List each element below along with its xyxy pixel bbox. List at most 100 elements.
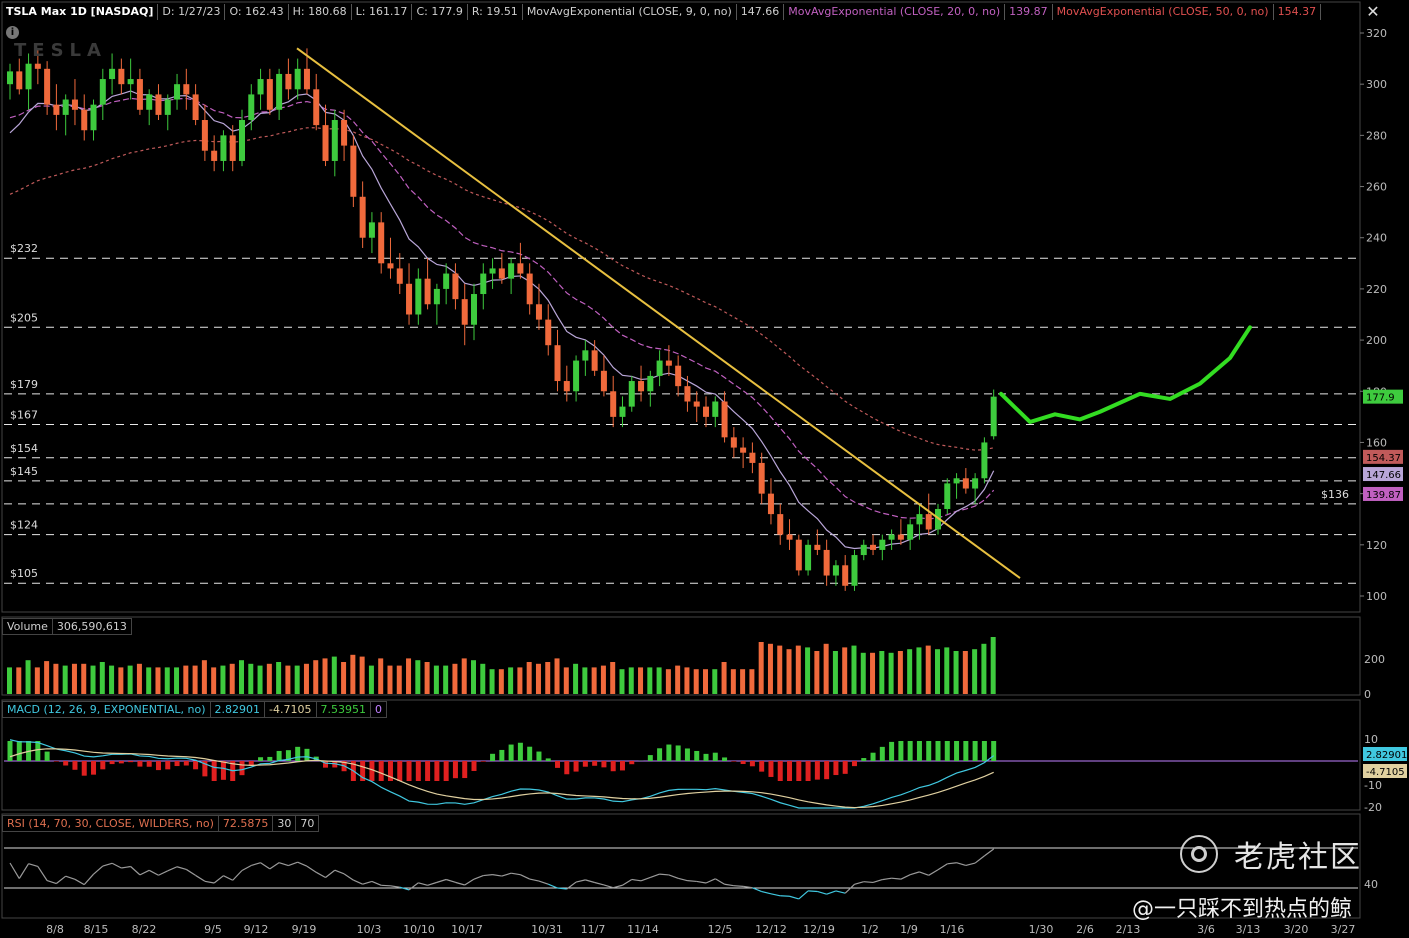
macd-tick-label: 10	[1364, 733, 1378, 746]
rsi-segment	[408, 882, 419, 891]
volume-bar	[406, 658, 412, 694]
volume-bar	[433, 665, 439, 694]
trendline[interactable]	[296, 47, 1021, 579]
volume-bar	[610, 662, 616, 694]
rsi-segment	[687, 880, 697, 883]
macd-hist-bar	[276, 750, 282, 761]
date-tick-label: 11/14	[627, 923, 659, 936]
macd-tag-label: 2.82901	[1366, 750, 1407, 761]
macd-hist-bar	[777, 761, 783, 781]
rsi-segment	[176, 866, 187, 871]
volume-bar	[99, 662, 105, 694]
candle-body	[471, 294, 477, 325]
candle-body	[693, 401, 700, 407]
volume-bar	[563, 667, 569, 694]
price-tag-bg	[1363, 449, 1403, 464]
rsi-segment	[195, 874, 206, 882]
macd-hist-bar	[258, 757, 264, 761]
volume-value: 306,590,613	[52, 618, 132, 635]
ema20-value: 139.87	[1005, 4, 1053, 20]
macd-hist-bar	[471, 761, 477, 771]
candle-body	[916, 514, 923, 525]
rsi-high-value: 70	[296, 815, 320, 832]
rsi-segment	[529, 878, 540, 882]
rsi-segment	[445, 878, 456, 883]
rsi-segment	[631, 878, 642, 882]
candle-body	[71, 99, 78, 110]
projection-path[interactable]	[999, 325, 1252, 424]
candle-body	[257, 79, 264, 95]
candle-body	[136, 79, 143, 110]
volume-tick-label: 0	[1364, 688, 1371, 701]
macd-hist-bar	[248, 761, 254, 766]
volume-bar	[508, 667, 514, 694]
volume-bar	[832, 651, 838, 694]
candle-body	[814, 544, 821, 550]
rsi-segment	[520, 874, 530, 880]
ema20-label[interactable]: MovAvgExponential (CLOSE, 20, 0, no)	[784, 4, 1006, 20]
macd-header: MACD (12, 26, 9, EXPONENTIAL, no) 2.8290…	[2, 701, 387, 718]
macd-hist-bar	[805, 761, 811, 781]
candle-body	[211, 150, 218, 161]
volume-bar	[897, 651, 903, 694]
open-readout: O: 162.43	[225, 4, 289, 20]
date-tick-label: 1/16	[940, 923, 965, 936]
info-icon[interactable]: i	[6, 26, 19, 39]
date-tick-label: 10/10	[403, 923, 435, 936]
candle-body	[628, 381, 635, 407]
candle-body	[907, 524, 914, 540]
volume-bar	[953, 651, 959, 694]
rsi-segment	[705, 878, 716, 884]
macd-hist-bar	[991, 741, 997, 761]
rsi-segment	[714, 878, 725, 885]
macd-hist-bar	[610, 761, 616, 772]
level-label: $136	[1321, 488, 1349, 501]
rsi-segment	[56, 875, 67, 884]
volume-bar	[823, 643, 829, 694]
rsi-segment	[919, 871, 929, 876]
candle-body	[851, 555, 858, 586]
candle-body	[192, 94, 199, 121]
ema50-path	[9, 127, 994, 451]
macd-hist-bar	[490, 753, 496, 761]
rsi-segment	[678, 877, 688, 882]
macd-hist-bar	[787, 761, 793, 781]
rsi-segment	[213, 875, 224, 884]
symbol-title[interactable]: TSLA Max 1D [NASDAQ]	[2, 4, 159, 20]
candle-body	[183, 84, 190, 95]
candle-body	[480, 273, 487, 295]
rsi-segment	[278, 862, 289, 867]
ema9-label[interactable]: MovAvgExponential (CLOSE, 9, 0, no)	[523, 4, 737, 20]
macd-zero-value: 0	[371, 701, 387, 718]
candle-body	[832, 565, 839, 576]
high-readout: H: 180.68	[289, 4, 352, 20]
rsi-segment	[937, 863, 948, 871]
rsi-segment	[288, 861, 298, 867]
macd-hist-bar	[193, 761, 199, 770]
rsi-segment	[223, 875, 233, 881]
rsi-segment	[808, 890, 818, 893]
rsi-segment	[390, 885, 400, 888]
macd-hist-bar	[415, 761, 421, 781]
ema50-label[interactable]: MovAvgExponential (CLOSE, 50, 0, no)	[1053, 4, 1274, 20]
volume-bar	[25, 660, 31, 694]
volume-label[interactable]: Volume	[2, 618, 53, 635]
volume-bar	[201, 660, 207, 694]
macd-label[interactable]: MACD (12, 26, 9, EXPONENTIAL, no)	[2, 701, 211, 718]
rsi-segment	[743, 885, 753, 889]
price-tag-label: 139.87	[1366, 490, 1401, 501]
volume-bar	[387, 665, 393, 694]
close-icon[interactable]: ✕	[1366, 2, 1380, 21]
volume-bar	[888, 652, 894, 694]
macd-hist-bar	[462, 761, 468, 779]
volume-bar	[582, 667, 588, 694]
rsi-label[interactable]: RSI (14, 70, 30, CLOSE, WILDERS, no)	[2, 815, 219, 832]
volume-bar	[44, 661, 50, 694]
candle-body	[350, 145, 357, 197]
rsi-segment	[668, 874, 679, 879]
macd-hist-bar	[675, 745, 681, 761]
volume-bar	[842, 647, 848, 694]
candle-body	[619, 406, 626, 417]
price-y-axis: 100120140160180200220240260280300320	[1360, 27, 1387, 603]
